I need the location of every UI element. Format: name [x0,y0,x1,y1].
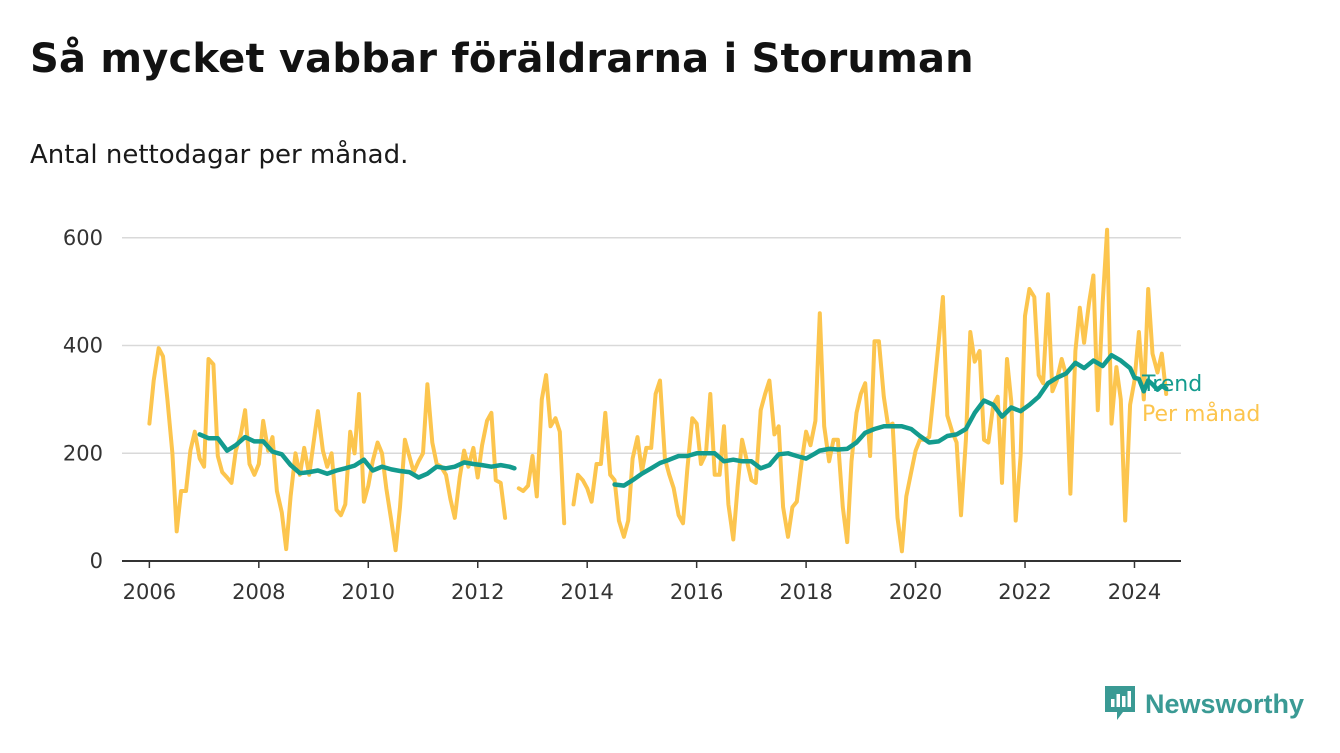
legend-label-trend: Trend [1141,372,1202,397]
x-tick-label: 2024 [1108,580,1161,604]
x-tick-label: 2020 [889,580,942,604]
y-tick-label: 0 [90,549,103,573]
y-tick-label: 600 [63,226,103,250]
newsworthy-icon [1105,686,1135,720]
x-tick-label: 2016 [670,580,723,604]
series-line-per-m-nad [147,227,1169,554]
x-tick-label: 2006 [123,580,176,604]
x-tick-label: 2014 [560,580,613,604]
x-tick-label: 2012 [451,580,504,604]
brand-name: Newsworthy [1145,688,1305,719]
y-tick-label: 200 [63,441,103,465]
x-tick-label: 2008 [232,580,285,604]
legend-label-per-m-nad: Per månad [1142,401,1260,427]
newsworthy-logo[interactable]: Newsworthy [1103,684,1304,724]
y-tick-label: 400 [63,334,103,358]
chart-subtitle: Antal nettodagar per månad. [30,140,409,170]
x-tick-label: 2022 [998,580,1051,604]
series-line-trend [197,352,1169,488]
x-tick-label: 2018 [779,580,832,604]
page-title: Så mycket vabbar föräldrarna i Storuman [30,36,974,82]
x-tick-label: 2010 [342,580,395,604]
